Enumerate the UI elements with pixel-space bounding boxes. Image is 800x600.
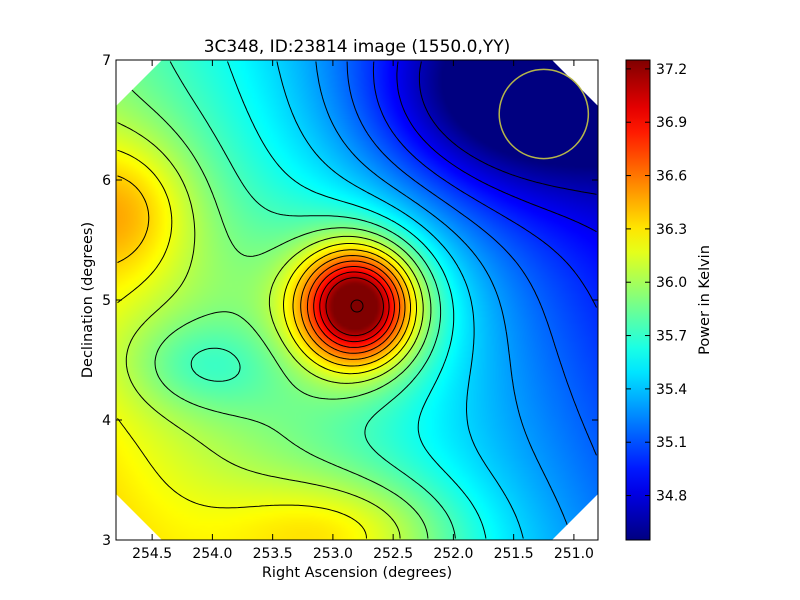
colorbar-label: Power in Kelvin	[697, 245, 713, 355]
x-tick-label: 251.0	[554, 546, 594, 562]
contour-line	[325, 277, 384, 337]
x-tick-label: 253.0	[313, 546, 353, 562]
contour-lines	[117, 61, 597, 539]
peak-marker	[350, 299, 364, 313]
colorbar-tick-label: 37.2	[656, 62, 687, 78]
colorbar-tick-label: 36.9	[656, 115, 687, 131]
y-axis: 3 4 5 6 7	[102, 53, 598, 549]
contour-line	[396, 61, 597, 233]
contour-line	[117, 149, 417, 539]
contour-line	[319, 271, 390, 343]
colorbar-frame	[625, 59, 651, 541]
y-axis-label: Declination (degrees)	[80, 222, 96, 378]
x-tick-label: 254.0	[192, 546, 232, 562]
contour-line	[418, 61, 597, 195]
colorbar-tick-label: 35.1	[656, 435, 687, 451]
corner-mask	[116, 60, 162, 106]
y-tick-label: 6	[102, 173, 111, 189]
y-tick-label: 5	[102, 293, 111, 309]
colorbar-tick-label: 35.7	[656, 329, 687, 345]
colorbar-tick-label: 36.3	[656, 222, 687, 238]
corner-mask	[552, 494, 598, 540]
contour-line	[300, 255, 406, 360]
contour-line	[313, 266, 395, 348]
contour-line	[276, 61, 524, 539]
corner-mask	[116, 494, 162, 540]
y-tick-label: 4	[102, 413, 111, 429]
x-tick-label: 251.5	[494, 546, 534, 562]
x-tick-label: 253.5	[253, 546, 293, 562]
chart-title: 3C348, ID:23814 image (1550.0,YY)	[204, 37, 511, 57]
y-tick-label: 3	[102, 533, 111, 549]
x-axis: 254.5 254.0 253.5 253.0 252.5 252.0 251.5 251.0	[132, 60, 594, 562]
x-tick-label: 254.5	[132, 546, 172, 562]
colorbar-ticks: 34.8 35.1 35.4 35.7 36.0 36.3 36.6 36.9 37.2	[626, 62, 687, 505]
contour-line	[306, 260, 401, 354]
colorbar: 34.8 35.1 35.4 35.7 36.0 36.3 36.6 36.9 37.2	[625, 59, 687, 541]
x-tick-label: 252.5	[373, 546, 413, 562]
contour-line	[227, 61, 487, 539]
colorbar-tick-label: 34.8	[656, 489, 687, 505]
contour-line	[117, 175, 411, 539]
colorbar-tick-label: 36.6	[656, 169, 687, 185]
contour-line	[315, 61, 573, 539]
contour-line	[169, 61, 456, 539]
colorbar-tick-label: 36.0	[656, 275, 687, 291]
plot-area	[116, 60, 598, 540]
colorbar-gradient	[626, 60, 650, 540]
x-tick-label: 252.0	[433, 546, 473, 562]
x-axis-label: Right Ascension (degrees)	[262, 565, 452, 581]
beam-circle	[498, 68, 590, 160]
contour-line	[372, 61, 597, 308]
colorbar-tick-label: 35.4	[656, 382, 687, 398]
contour-line	[117, 122, 424, 539]
contour-line	[346, 61, 597, 456]
y-tick-label: 7	[102, 53, 111, 69]
